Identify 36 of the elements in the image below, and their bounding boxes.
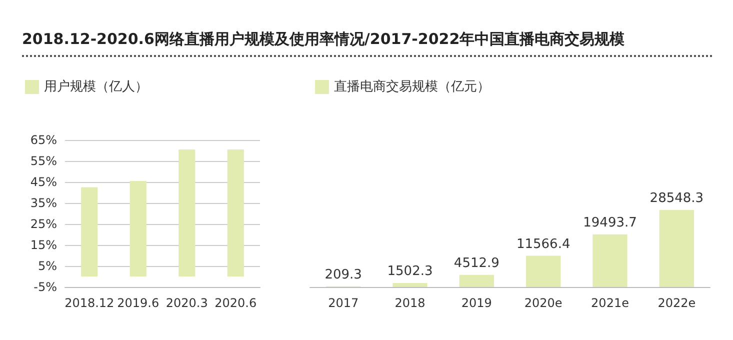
data-label: 4512.9	[454, 256, 500, 271]
y-tick-label: 65%	[30, 133, 57, 147]
bar	[81, 187, 98, 276]
x-tick-label: 2018.12	[64, 296, 114, 310]
data-label: 19493.7	[583, 215, 637, 230]
x-tick-label: 2020.6	[214, 296, 257, 310]
x-tick-label: 2018	[394, 296, 426, 310]
bar	[592, 234, 628, 287]
bar	[659, 210, 694, 287]
y-tick-label: 15%	[30, 238, 57, 252]
data-label: 28548.3	[650, 191, 704, 206]
legend-label: 用户规模（亿人）	[44, 80, 148, 94]
text: 2018.12-2020.6网络直播用户规模及使用率情况/2017-2022年中国直播电商交易规模	[22, 30, 712, 57]
x-tick-label: 2021e	[591, 296, 629, 310]
y-tick-label: 35%	[30, 196, 57, 210]
data-label: 209.3	[324, 267, 362, 282]
x-tick-label: 2020.3	[166, 296, 208, 310]
bar	[130, 180, 146, 276]
y-tick-label: 5%	[38, 259, 57, 273]
bar	[459, 274, 494, 287]
y-tick-label: -5%	[34, 280, 57, 294]
x-tick-label: 2022e	[658, 296, 696, 310]
bar	[526, 256, 561, 287]
data-label: 11566.4	[516, 236, 570, 252]
data-label: 1502.3	[387, 264, 433, 279]
x-tick-label: 2017	[328, 296, 359, 310]
legend-label: 直播电商交易规模（亿元）	[334, 78, 490, 94]
x-tick-label: 2019	[461, 296, 492, 310]
bar	[227, 149, 244, 276]
bar	[392, 282, 428, 287]
y-tick-label: 45%	[30, 175, 57, 189]
y-tick-label: 25%	[30, 217, 57, 231]
x-tick-label: 2020e	[524, 296, 562, 310]
x-tick-label: 2019.6	[117, 296, 160, 310]
bar	[178, 149, 196, 276]
y-tick-label: 55%	[30, 154, 57, 168]
